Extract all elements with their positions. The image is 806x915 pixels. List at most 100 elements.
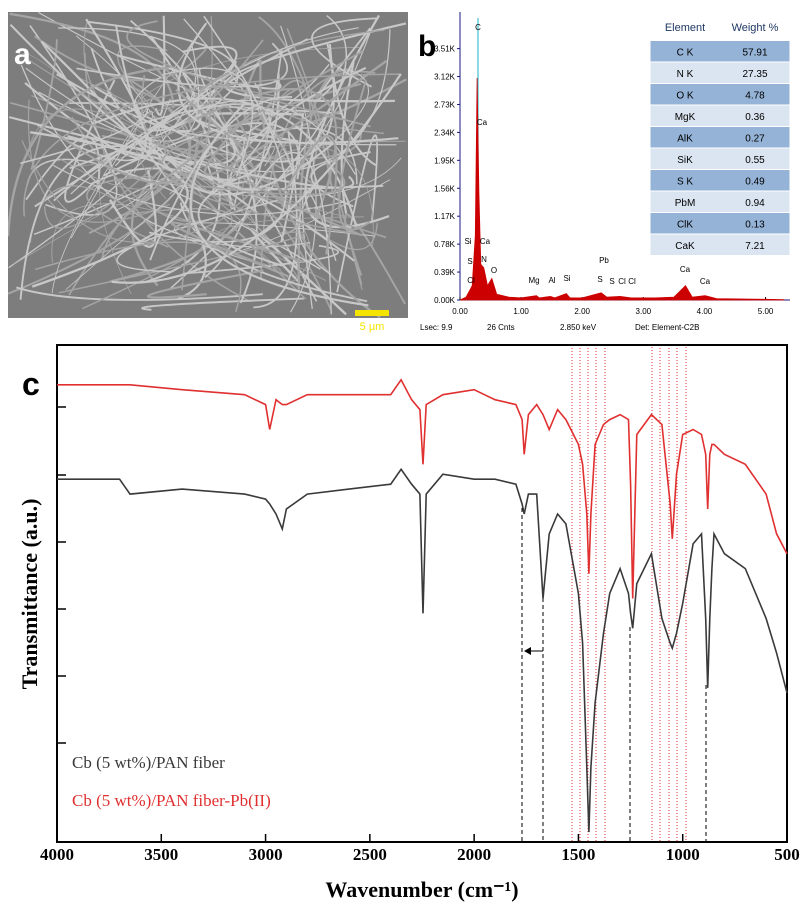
peak-label: C: [475, 23, 481, 32]
x-axis-title: Wavenumber (cm⁻¹): [325, 877, 518, 902]
plot-frame: [56, 344, 788, 843]
fiber: [215, 216, 364, 270]
peak-label: Cl: [467, 276, 475, 285]
fiber: [21, 140, 247, 244]
fiber: [82, 207, 233, 310]
y-tick-label: 2.73K: [434, 100, 456, 109]
peak-label: Ca: [477, 118, 488, 127]
fiber: [27, 99, 171, 223]
fiber: [34, 35, 207, 82]
fiber: [59, 15, 213, 190]
fiber: [133, 76, 397, 146]
fiber: [136, 103, 271, 169]
fiber: [30, 39, 58, 171]
fiber: [58, 231, 305, 294]
table-cell: C K: [677, 48, 694, 59]
table-cell: 57.91: [742, 48, 767, 59]
table-cell: O K: [676, 91, 694, 102]
fiber: [70, 99, 356, 195]
fiber: [53, 38, 309, 202]
fiber: [126, 20, 371, 128]
band: [571, 344, 606, 843]
fiber: [149, 98, 171, 153]
fiber: [154, 15, 166, 116]
legend-label: Cb (5 wt%)/PAN fiber-Pb(II): [72, 791, 271, 810]
y-tick-label: 0.78K: [434, 240, 456, 249]
fiber: [298, 183, 332, 275]
table-row: [649, 212, 791, 235]
fiber: [101, 50, 364, 258]
table-cell: N K: [677, 69, 694, 80]
x-tick-label: 1.00: [513, 307, 529, 316]
fiber: [70, 110, 153, 239]
guide-lines: [521, 508, 707, 842]
fiber: [338, 79, 371, 231]
fiber: [204, 48, 283, 278]
fiber: [161, 67, 254, 177]
peak-label: S: [609, 277, 614, 286]
table-cell: 7.21: [745, 241, 765, 252]
peak-label: Al: [548, 276, 555, 285]
fiber: [15, 50, 345, 217]
table-row: [649, 169, 791, 192]
x-tick-label: 3500: [144, 845, 178, 864]
fiber: [20, 108, 149, 165]
band: [651, 344, 687, 843]
fiber: [344, 213, 406, 305]
table-row: [649, 190, 791, 213]
table-row: [649, 126, 791, 149]
table-header: Element: [665, 22, 705, 34]
fiber: [33, 63, 330, 235]
fiber: [250, 151, 332, 315]
fiber: [116, 199, 278, 273]
fiber: [57, 109, 212, 185]
fiber: [182, 244, 340, 275]
peak-label: N: [481, 255, 487, 264]
x-tick-label: 1500: [561, 845, 595, 864]
scale-bar-label: 5 µm: [360, 321, 385, 333]
x-tick-label: 4.00: [697, 307, 713, 316]
x-tick-label: 0.00: [452, 307, 468, 316]
table-row: [649, 40, 791, 63]
y-tick-label: 3.12K: [434, 73, 456, 82]
peak-label: Ca: [480, 237, 491, 246]
fiber: [34, 241, 242, 313]
footer-text: 26 Cnts: [487, 323, 515, 332]
fiber: [111, 73, 402, 284]
peak-label: Ca: [680, 265, 691, 274]
peak-label: Cl: [618, 277, 626, 286]
fiber: [76, 42, 288, 88]
fiber: [118, 157, 402, 198]
fiber: [340, 61, 355, 214]
y-axis-title: Transmittance (a.u.): [17, 499, 42, 690]
x-tick-label: 3.00: [636, 307, 652, 316]
table-cell: ClK: [677, 220, 693, 231]
table-cell: CaK: [675, 241, 695, 252]
shift-arrow-head: [524, 647, 531, 655]
peak-label: O: [491, 266, 497, 275]
fiber: [311, 17, 379, 88]
x-tick-label: 2000: [457, 845, 491, 864]
peak-label: Ca: [700, 277, 711, 286]
table-header: Weight %: [732, 22, 779, 34]
table-cell: 0.13: [745, 220, 765, 231]
fiber: [197, 174, 283, 267]
fiber: [52, 164, 346, 216]
peak-label: S: [597, 275, 602, 284]
fiber: [13, 144, 374, 265]
panel-label: b: [418, 30, 436, 63]
y-ticks: [57, 406, 66, 744]
fiber: [187, 88, 338, 215]
table-cell: PbM: [675, 198, 696, 209]
table-cell: 0.55: [745, 155, 765, 166]
peak-label: Cl: [628, 277, 636, 286]
table-cell: 0.49: [745, 177, 765, 188]
fiber: [301, 69, 369, 170]
x-tick-label: 2.00: [574, 307, 590, 316]
table-cell: 0.27: [745, 134, 765, 145]
fiber: [25, 42, 200, 142]
table-row: [649, 147, 791, 170]
fiber: [8, 66, 169, 237]
y-tick-label: 2.34K: [434, 128, 456, 137]
fiber: [65, 184, 184, 290]
